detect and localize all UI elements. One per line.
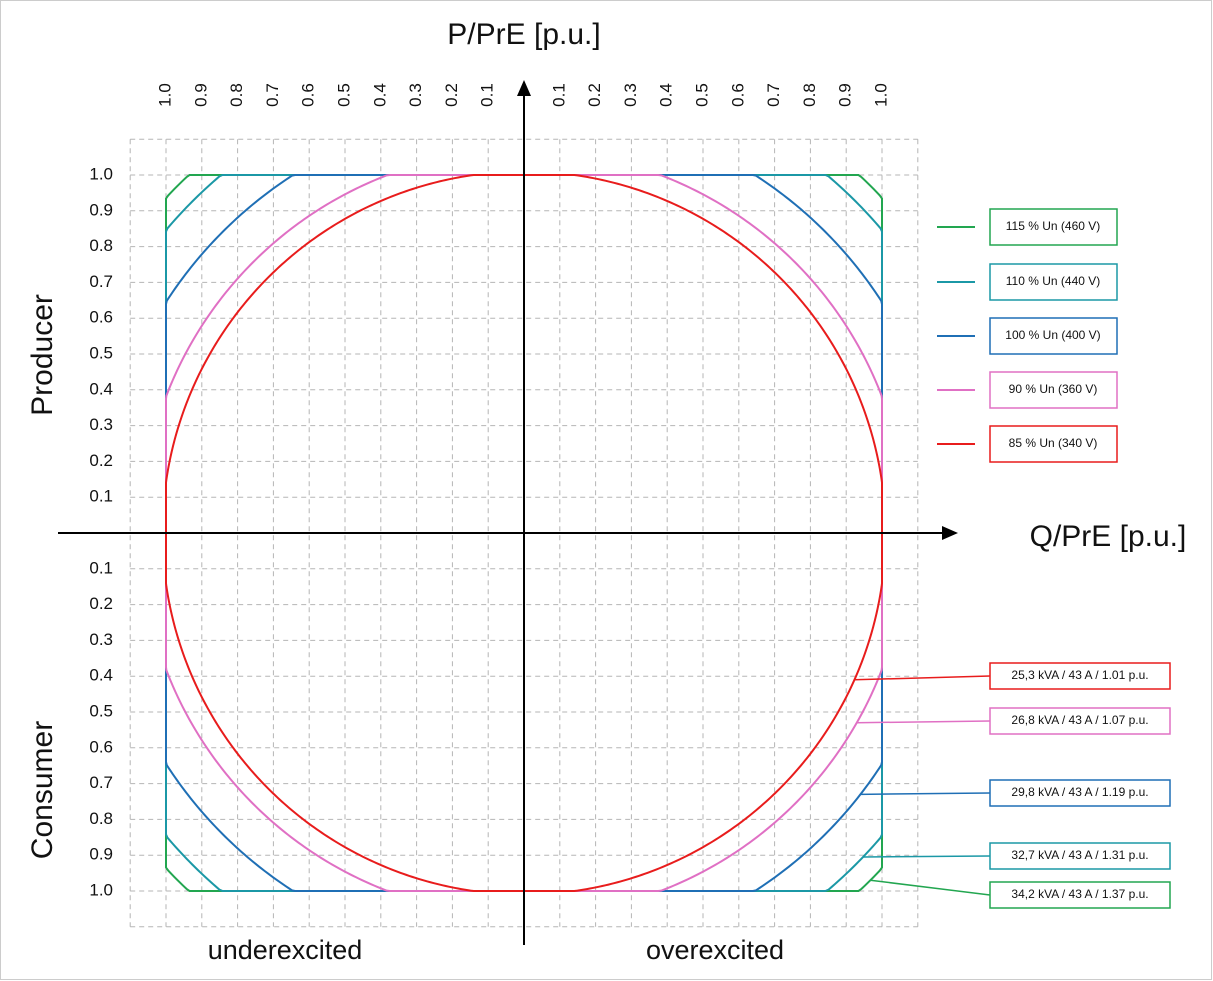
callout-line [856,720,991,724]
top-tick-label: 1.0 [155,83,174,107]
callout-box [989,779,1171,807]
callout-line [860,792,991,796]
callout-box [989,707,1171,735]
top-tick-label: 0.1 [549,83,568,107]
left-tick-label: 0.1 [89,558,113,577]
callout-box [989,842,1171,870]
left-tick-label: 0.3 [89,415,113,434]
consumer-label: Consumer [26,721,59,859]
left-tick-label: 0.7 [89,272,113,291]
top-tick-label: 0.7 [764,83,783,107]
top-tick-label: 0.2 [585,83,604,107]
arrow-head [942,526,958,540]
legend-box [989,208,1118,246]
left-tick-label: 0.1 [89,487,113,506]
top-tick-label: 0.6 [299,83,318,107]
left-tick-label: 0.5 [89,701,113,720]
q-axis-title: Q/PrE [p.u.] [1030,520,1187,553]
legend-text: 110 % Un (440 V) [1006,274,1101,288]
top-tick-label: 0.1 [478,83,497,107]
legend-text: 85 % Un (340 V) [1009,436,1098,450]
left-tick-label: 0.4 [89,379,113,398]
callout-box [989,881,1171,909]
producer-label: Producer [26,294,59,416]
left-tick-label: 1.0 [89,880,113,899]
top-tick-label: 0.9 [836,83,855,107]
axes [58,80,958,945]
top-tick-label: 0.5 [334,83,353,107]
callout-text: 34,2 kVA / 43 A / 1.37 p.u. [1011,887,1148,901]
top-tick-label: 0.7 [263,83,282,107]
left-tick-label: 0.9 [89,845,113,864]
left-tick-label: 0.9 [89,200,113,219]
top-tick-label: 0.2 [442,83,461,107]
left-tick-label: 0.8 [89,236,113,255]
legend-text: 100 % Un (400 V) [1005,328,1100,342]
left-tick-label: 0.3 [89,630,113,649]
legend-box [989,263,1118,301]
callout-line [863,855,991,858]
callout-line [870,879,991,896]
top-tick-label: 0.3 [406,83,425,107]
top-tick-label: 0.9 [191,83,210,107]
top-tick-label: 0.8 [227,83,246,107]
top-tick-label: 0.5 [692,83,711,107]
left-tick-label: 0.4 [89,666,113,685]
p-axis-title: P/PrE [p.u.] [447,18,600,51]
underexcited-label: underexcited [208,935,363,965]
left-tick-label: 0.8 [89,809,113,828]
legend-text: 115 % Un (460 V) [1006,219,1101,233]
callout-line [854,675,991,681]
legend-box [989,371,1118,409]
callout-text: 32,7 kVA / 43 A / 1.31 p.u. [1011,848,1148,862]
left-tick-label: 0.2 [89,594,113,613]
callout-text: 29,8 kVA / 43 A / 1.19 p.u. [1011,785,1148,799]
top-tick-label: 0.6 [728,83,747,107]
top-tick-label: 0.8 [800,83,819,107]
legend-text: 90 % Un (360 V) [1009,382,1098,396]
left-tick-label: 1.0 [89,164,113,183]
left-tick-label: 0.6 [89,308,113,327]
labels: 0.1 0.1 0.1 0.1 0.2 0.2 0.2 0.2 0.3 0.3 0.3 0.3 0.4 0… [89,83,1171,909]
left-tick-label: 0.5 [89,343,113,362]
callout-text: 26,8 kVA / 43 A / 1.07 p.u. [1011,713,1148,727]
top-tick-label: 0.4 [370,83,389,107]
top-tick-label: 1.0 [871,83,890,107]
arrow-head [517,80,531,96]
callout-box [989,662,1171,690]
left-tick-label: 0.6 [89,737,113,756]
callout-text: 25,3 kVA / 43 A / 1.01 p.u. [1011,668,1148,682]
legend-box [989,317,1118,355]
left-tick-label: 0.7 [89,773,113,792]
legend-box [989,425,1118,463]
top-tick-label: 0.4 [657,83,676,107]
overexcited-label: overexcited [646,935,784,965]
top-tick-label: 0.3 [621,83,640,107]
left-tick-label: 0.2 [89,451,113,470]
